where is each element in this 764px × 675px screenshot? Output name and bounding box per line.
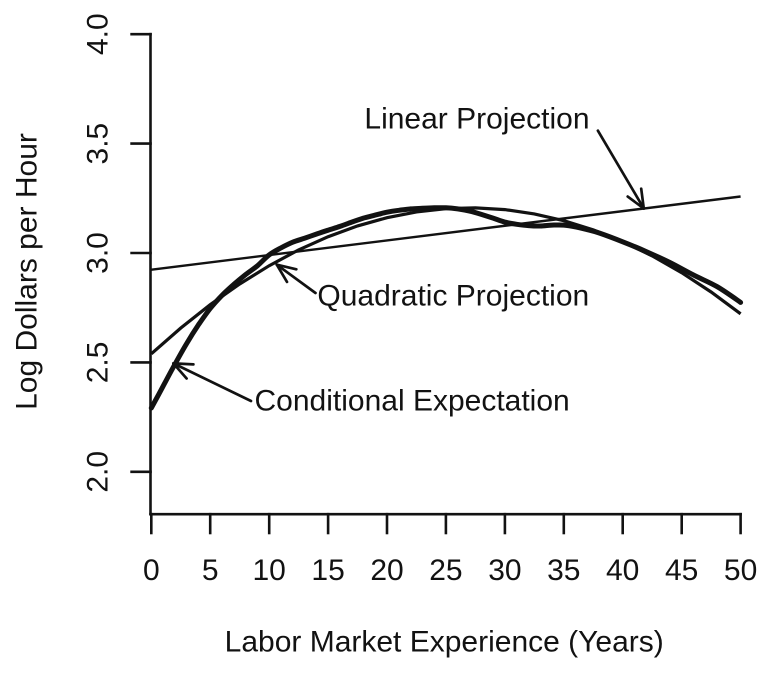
svg-text:5: 5: [202, 554, 219, 587]
svg-text:Linear Projection: Linear Projection: [364, 103, 589, 136]
svg-text:2.0: 2.0: [82, 451, 115, 493]
svg-text:Labor Market Experience (Years: Labor Market Experience (Years): [225, 626, 664, 659]
svg-text:Quadratic Projection: Quadratic Projection: [317, 279, 589, 312]
svg-text:15: 15: [311, 554, 344, 587]
svg-text:25: 25: [429, 554, 462, 587]
svg-text:35: 35: [547, 554, 580, 587]
svg-text:Conditional Expectation: Conditional Expectation: [255, 385, 570, 418]
svg-text:20: 20: [370, 554, 403, 587]
svg-text:Log Dollars per Hour: Log Dollars per Hour: [10, 133, 43, 410]
svg-text:10: 10: [253, 554, 286, 587]
svg-text:3.5: 3.5: [82, 123, 115, 165]
svg-text:30: 30: [488, 554, 521, 587]
svg-text:2.5: 2.5: [82, 342, 115, 384]
svg-text:0: 0: [143, 554, 160, 587]
svg-text:40: 40: [606, 554, 639, 587]
svg-text:4.0: 4.0: [82, 13, 115, 55]
svg-text:50: 50: [724, 554, 757, 587]
svg-text:3.0: 3.0: [82, 232, 115, 274]
svg-text:45: 45: [665, 554, 698, 587]
